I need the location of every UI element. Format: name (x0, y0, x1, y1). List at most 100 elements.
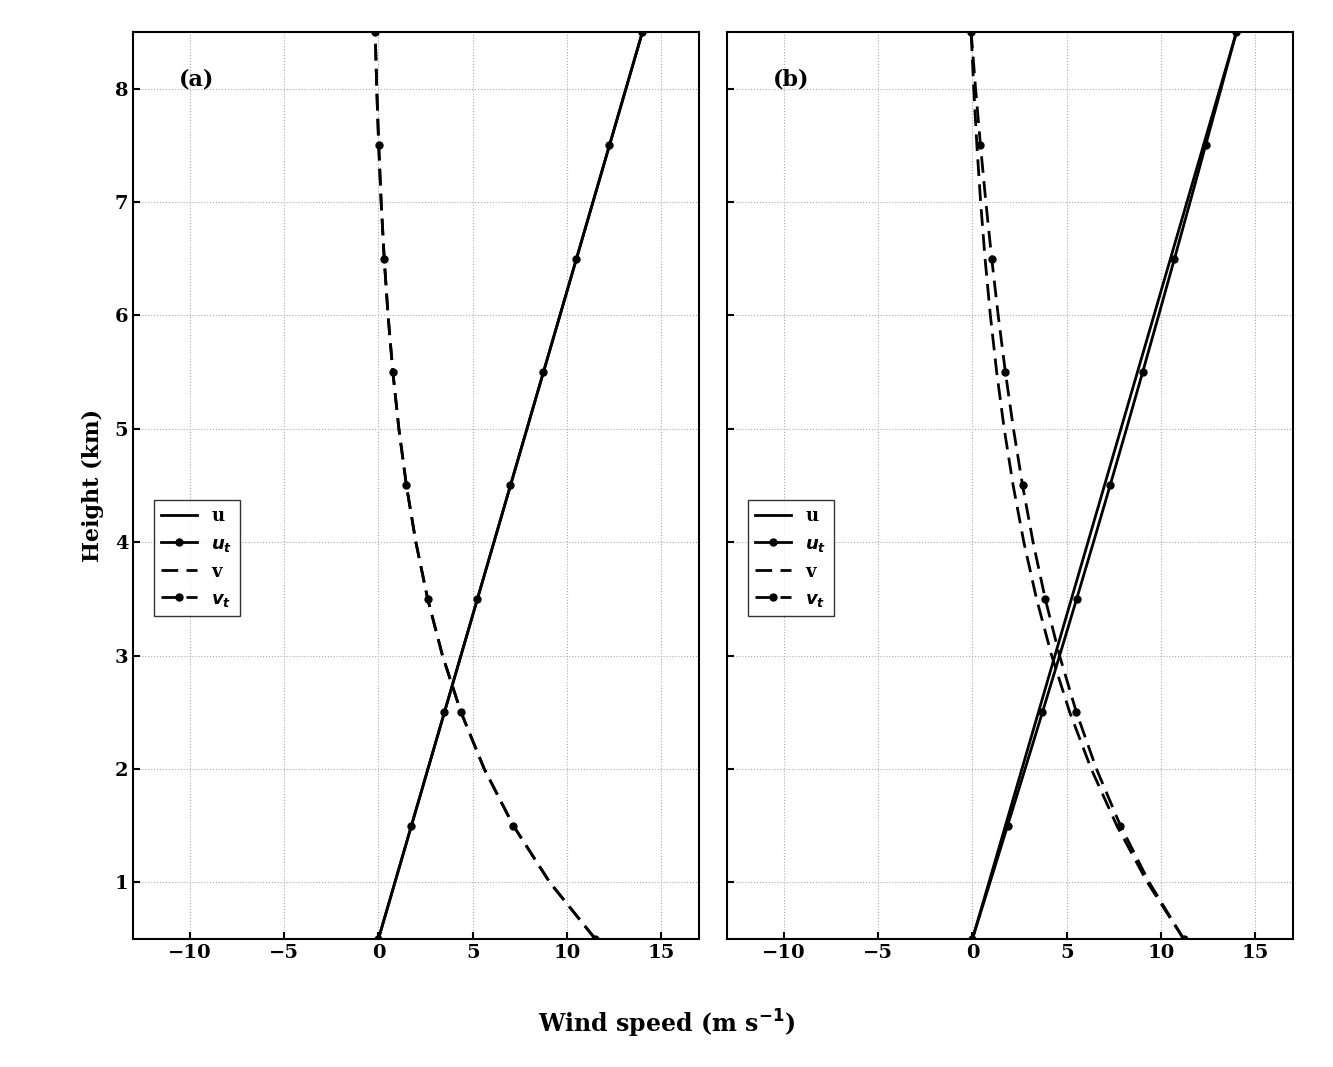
v (371, 139, 387, 152)
$v_t$ (968, 82, 984, 95)
v (385, 366, 401, 379)
u (1146, 309, 1162, 322)
v (505, 819, 521, 832)
u (420, 763, 436, 776)
u (487, 536, 503, 548)
$u_t$ (404, 819, 420, 832)
u (1178, 195, 1194, 208)
$u_t$ (1166, 252, 1182, 265)
v (376, 252, 392, 265)
u (1212, 82, 1228, 95)
$u_t$ (568, 252, 584, 265)
u (552, 309, 568, 322)
v (1084, 763, 1100, 776)
Text: (a): (a) (179, 68, 213, 91)
$v_t$ (984, 252, 1000, 265)
u (619, 82, 635, 95)
u (1080, 536, 1096, 548)
$u_t$ (1197, 139, 1213, 152)
$u_t$ (1213, 82, 1229, 95)
$v_t$ (541, 876, 557, 889)
u (1229, 26, 1245, 38)
u (601, 139, 617, 152)
$u_t$ (420, 763, 436, 776)
$u_t$ (601, 139, 617, 152)
Legend: u, $u_t$, v, $v_t$: u, $u_t$, v, $v_t$ (153, 500, 240, 616)
$v_t$ (371, 139, 387, 152)
v (369, 82, 385, 95)
$v_t$ (476, 763, 492, 776)
u (568, 252, 584, 265)
$v_t$ (973, 139, 989, 152)
v (1061, 706, 1077, 719)
u (965, 933, 981, 945)
v (996, 423, 1012, 435)
v (969, 139, 985, 152)
u (503, 479, 519, 492)
Line: $u_t$: $u_t$ (375, 29, 647, 942)
Text: Wind speed (m s$^{-1}$): Wind speed (m s$^{-1}$) (539, 1008, 794, 1040)
$u_t$ (1069, 592, 1085, 605)
$v_t$ (588, 933, 604, 945)
$u_t$ (387, 876, 403, 889)
u (981, 876, 997, 889)
$v_t$ (376, 252, 392, 265)
Y-axis label: Height (km): Height (km) (81, 409, 104, 562)
$u_t$ (552, 309, 568, 322)
Line: v: v (375, 32, 596, 939)
$v_t$ (1025, 536, 1041, 548)
$v_t$ (373, 195, 389, 208)
$u_t$ (619, 82, 635, 95)
u (1196, 139, 1212, 152)
v (367, 26, 383, 38)
$u_t$ (635, 26, 651, 38)
u (436, 706, 452, 719)
v (1005, 479, 1021, 492)
$u_t$ (1102, 479, 1118, 492)
$v_t$ (453, 706, 469, 719)
$v_t$ (1113, 819, 1129, 832)
$v_t$ (385, 366, 401, 379)
Line: $u_t$: $u_t$ (969, 29, 1240, 942)
u (387, 876, 403, 889)
v (391, 423, 407, 435)
u (536, 366, 552, 379)
u (469, 592, 485, 605)
u (371, 933, 387, 945)
$v_t$ (408, 536, 424, 548)
$u_t$ (1134, 366, 1150, 379)
v (435, 649, 451, 662)
$v_t$ (1176, 933, 1192, 945)
v (965, 82, 981, 95)
Line: u: u (973, 32, 1237, 939)
$u_t$ (1017, 763, 1033, 776)
u (1113, 423, 1129, 435)
v (420, 592, 436, 605)
u (585, 195, 601, 208)
$v_t$ (391, 423, 407, 435)
u (997, 819, 1013, 832)
u (404, 819, 420, 832)
v (399, 479, 415, 492)
v (476, 763, 492, 776)
$u_t$ (1182, 195, 1198, 208)
v (973, 195, 989, 208)
$u_t$ (519, 423, 535, 435)
v (588, 933, 604, 945)
$v_t$ (964, 26, 980, 38)
v (977, 252, 993, 265)
$u_t$ (1118, 423, 1134, 435)
Line: u: u (379, 32, 643, 939)
$u_t$ (1085, 536, 1101, 548)
$u_t$ (1000, 819, 1016, 832)
$v_t$ (1068, 706, 1084, 719)
$v_t$ (1014, 479, 1030, 492)
$v_t$ (505, 819, 521, 832)
Legend: u, $u_t$, v, $v_t$: u, $u_t$, v, $v_t$ (748, 500, 834, 616)
$v_t$ (997, 366, 1013, 379)
$v_t$ (978, 195, 994, 208)
u (1030, 706, 1046, 719)
v (989, 366, 1005, 379)
$u_t$ (487, 536, 503, 548)
Text: (b): (b) (773, 68, 809, 91)
